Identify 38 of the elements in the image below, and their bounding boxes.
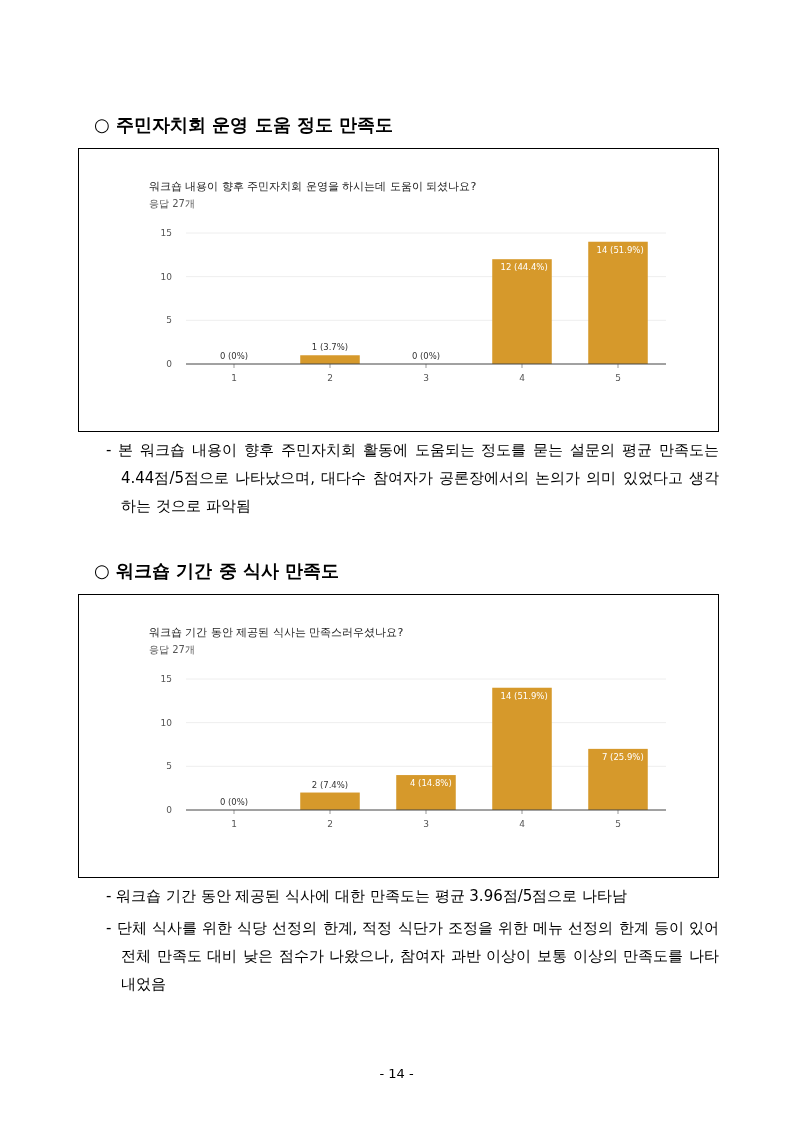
data-label: 14 (51.9%) — [500, 690, 548, 701]
data-label: 0 (0%) — [411, 351, 441, 361]
ytick: 5 — [166, 315, 172, 326]
ytick: 15 — [160, 674, 172, 684]
xtick: 2 — [327, 819, 333, 829]
title: 워크숍 내용이 향후 주민자치회 운영을 하시는데 도움이 되셨나요? — [149, 180, 477, 193]
ytick: 15 — [160, 228, 172, 238]
title: 워크숍 기간 동안 제공된 식사는 만족스러우셨나요? — [149, 626, 404, 639]
ytick: 10 — [160, 717, 172, 728]
text: - 본 워크숍 내용이 향후 주민자치회 활동에 도움되는 정도를 묻는 설문의 평균 만족도는 4.44점/5점으로 나타났으며, 대다수 참여자가 공론장에서의 논의가 의미 있었다고 생각하는 것으로 파악됨 — [105, 440, 719, 517]
text: ○ 주민자치회 운영 도움 정도 만족도 — [94, 113, 395, 137]
ytick: 10 — [160, 271, 172, 282]
text: - 14 - — [378, 1066, 415, 1081]
data-label: 14 (51.9%) — [596, 244, 644, 255]
data-label: 2 (7.4%) — [311, 779, 349, 790]
xtick: 3 — [423, 819, 429, 829]
subtitle: 응답 27개 — [149, 644, 195, 655]
data-label: 4 (14.8%) — [410, 778, 452, 789]
text: ○ 워크숍 기간 중 식사 만족도 — [94, 559, 341, 583]
xtick: 5 — [615, 373, 621, 383]
data-label: 0 (0%) — [219, 351, 249, 361]
ytick: 0 — [166, 359, 172, 369]
ytick: 0 — [166, 805, 172, 815]
subtitle: 응답 27개 — [149, 198, 195, 209]
data-label: 7 (25.9%) — [602, 751, 644, 762]
xtick: 1 — [231, 819, 237, 829]
xtick: 1 — [231, 373, 237, 383]
xtick: 2 — [327, 373, 333, 383]
data-label: 12 (44.4%) — [500, 262, 548, 273]
ytick: 5 — [166, 761, 172, 772]
data-label: 0 (0%) — [219, 797, 249, 807]
xtick: 4 — [519, 819, 525, 829]
data-label: 1 (3.7%) — [311, 342, 349, 353]
text: - 워크숍 기간 동안 제공된 식사에 대한 만족도는 평균 3.96점/5점으로 나타남 — [105, 886, 629, 907]
xtick: 5 — [615, 819, 621, 829]
xtick: 4 — [519, 373, 525, 383]
text: - 단체 식사를 위한 식당 선정의 한계, 적정 식단가 조정을 위한 메뉴 선정의 한계 등이 있어 전체 만족도 대비 낮은 점수가 나왔으나, 참여자 과반 이상이 보통 이상의 만족도를 나타내었음 — [105, 918, 719, 995]
xtick: 3 — [423, 373, 429, 383]
